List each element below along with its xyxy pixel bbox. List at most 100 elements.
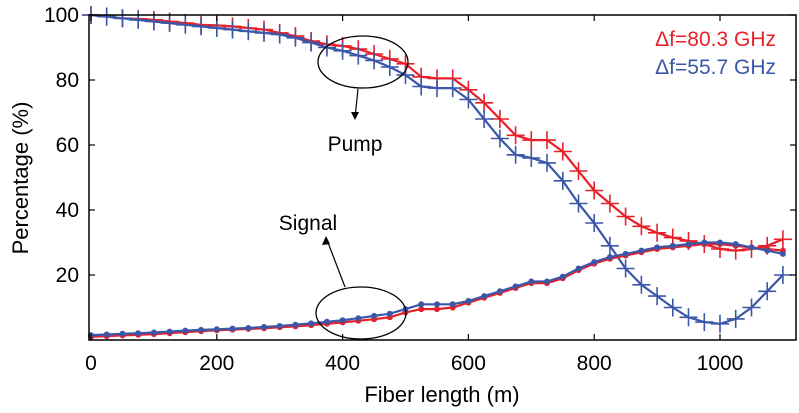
y-tick-label: 100 (44, 4, 79, 27)
data-point (758, 282, 777, 301)
data-point (490, 110, 509, 128)
data-point (685, 241, 692, 248)
data-point (308, 320, 315, 327)
data-point (506, 145, 525, 164)
data-point (465, 298, 472, 304)
series-3 (88, 239, 786, 339)
data-point (779, 250, 786, 257)
x-tick-label: 600 (451, 352, 486, 375)
data-point (355, 315, 362, 322)
series-layer (82, 6, 792, 340)
data-point (380, 58, 399, 76)
data-point (292, 321, 299, 328)
x-tick-label: 200 (199, 352, 234, 375)
data-point (569, 194, 588, 213)
data-point (742, 298, 761, 317)
data-point (475, 93, 494, 112)
data-point (261, 324, 267, 330)
signal-ellipse (315, 286, 407, 340)
data-point (119, 330, 126, 337)
data-point (412, 77, 431, 96)
data-point (339, 317, 346, 324)
data-point (773, 230, 792, 249)
data-point (616, 259, 635, 278)
data-point (679, 308, 698, 327)
data-point (575, 265, 582, 272)
data-point (418, 306, 425, 313)
x-tick-label: 1000 (697, 352, 744, 375)
data-point (528, 278, 535, 285)
data-point (711, 314, 729, 333)
data-point (701, 239, 708, 246)
data-point (213, 326, 220, 333)
data-point (773, 266, 792, 284)
data-point (600, 194, 619, 213)
series-2 (88, 241, 786, 340)
data-point (512, 283, 519, 290)
y-tick-label: 40 (56, 199, 79, 222)
series-line-2 (90, 243, 784, 338)
data-point (490, 129, 509, 148)
data-point (317, 38, 336, 57)
data-point (207, 19, 226, 37)
series-line-3 (90, 241, 784, 337)
data-point (569, 162, 588, 180)
data-point (616, 207, 635, 226)
pump-label: Pump (328, 133, 383, 156)
y-tick-label: 60 (56, 134, 79, 157)
data-point (418, 301, 425, 308)
data-point (748, 244, 755, 251)
data-point (129, 10, 148, 29)
y-axis-label: Percentage (%) (8, 102, 33, 255)
data-point (333, 41, 352, 60)
data-point (198, 326, 205, 333)
data-point (585, 181, 604, 200)
data-point (434, 306, 440, 313)
data-point (459, 90, 478, 109)
signal-arrow (326, 239, 346, 288)
data-point (726, 309, 745, 328)
data-point (135, 330, 142, 337)
legend-entry-80-3: Δf=80.3 GHz (655, 28, 776, 51)
data-point (522, 149, 541, 167)
data-point (449, 301, 456, 308)
data-point (475, 110, 494, 128)
data-point (669, 242, 676, 249)
data-point (600, 236, 619, 255)
pump-arrowhead (351, 112, 359, 120)
data-point (522, 131, 541, 150)
data-point (371, 312, 378, 319)
legend: Δf=80.3 GHz Δf=55.7 GHz (655, 28, 776, 79)
data-point (443, 79, 462, 98)
x-tick-label: 800 (577, 352, 612, 375)
signal-annotation: Signal (279, 212, 407, 340)
legend-entry-55-7: Δf=55.7 GHz (655, 56, 776, 79)
signal-label: Signal (279, 212, 337, 235)
tick-layer: 0 200 400 600 800 1000 20 40 60 80 100 (44, 4, 796, 375)
x-axis-label: Fiber length (m) (364, 382, 519, 407)
data-point (160, 14, 179, 33)
data-point (648, 287, 667, 306)
data-point (223, 20, 242, 39)
y-tick-label: 20 (56, 264, 79, 287)
data-point (654, 244, 661, 251)
data-point (286, 28, 305, 47)
y-tick-label: 80 (56, 69, 79, 92)
series-1 (82, 6, 792, 333)
data-point (176, 15, 195, 34)
data-point (632, 217, 651, 236)
data-point (538, 153, 556, 172)
data-point (764, 247, 771, 254)
data-point (538, 131, 556, 150)
data-point (386, 310, 393, 317)
data-point (103, 331, 110, 338)
data-point (255, 23, 273, 42)
data-point (113, 9, 132, 28)
pump-ellipse (317, 35, 409, 89)
data-point (434, 301, 440, 308)
data-point (481, 293, 488, 300)
data-point (622, 250, 629, 257)
data-point (544, 278, 550, 285)
data-point (553, 142, 572, 161)
